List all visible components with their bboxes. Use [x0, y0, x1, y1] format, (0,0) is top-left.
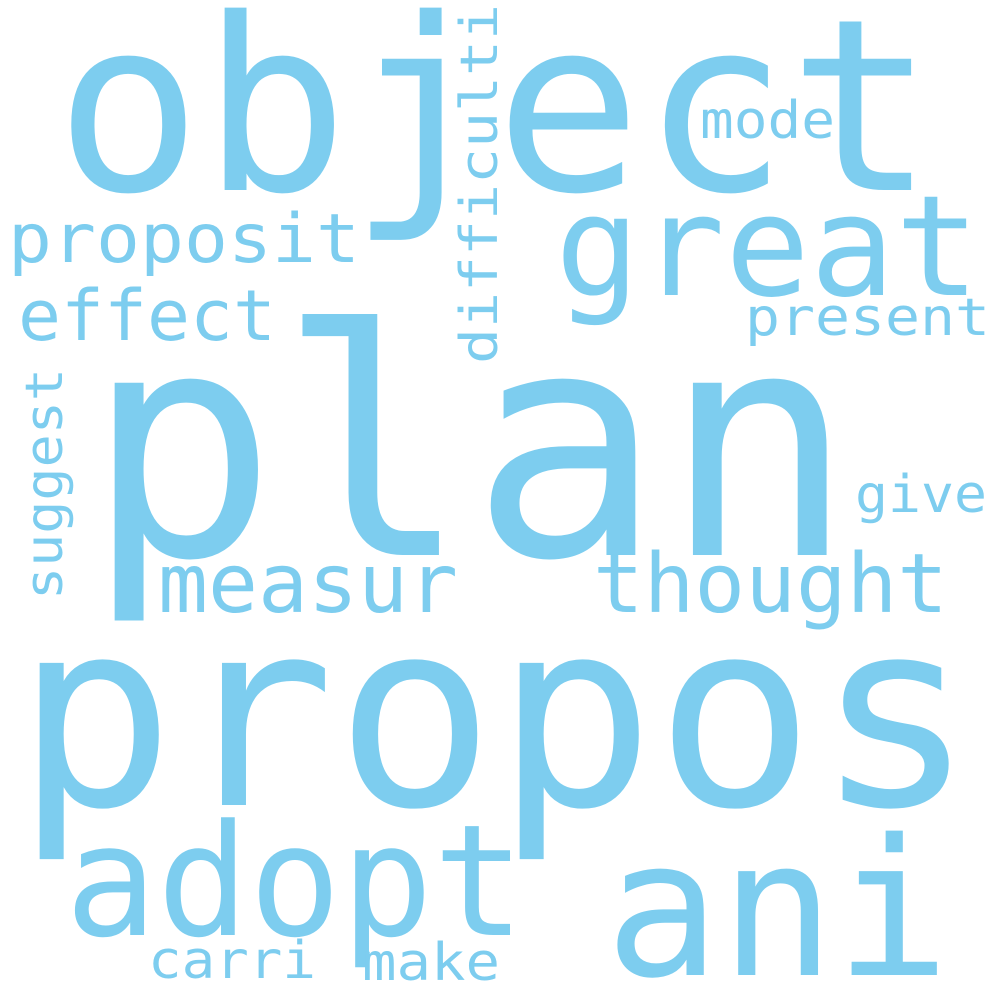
word-give: give [855, 465, 987, 525]
word-thought: thought [593, 537, 948, 632]
word-proposit: proposit [8, 200, 360, 279]
word-ani: ani [605, 799, 950, 1000]
word-make: make [362, 933, 500, 993]
word-present: present [745, 288, 990, 348]
word-object: object [55, 0, 935, 247]
word-suggest: suggest [15, 368, 75, 600]
word-propos: propos [15, 565, 975, 867]
word-adopt: adopt [65, 791, 525, 972]
word-plan: plan [85, 264, 855, 630]
word-mode: mode [700, 91, 835, 151]
word-effect: effect [18, 275, 276, 357]
word-measur: measur [158, 537, 458, 632]
word-difficulti: difficulti [450, 4, 510, 364]
word-carri: carri [148, 931, 316, 991]
word-great: great [555, 166, 980, 329]
